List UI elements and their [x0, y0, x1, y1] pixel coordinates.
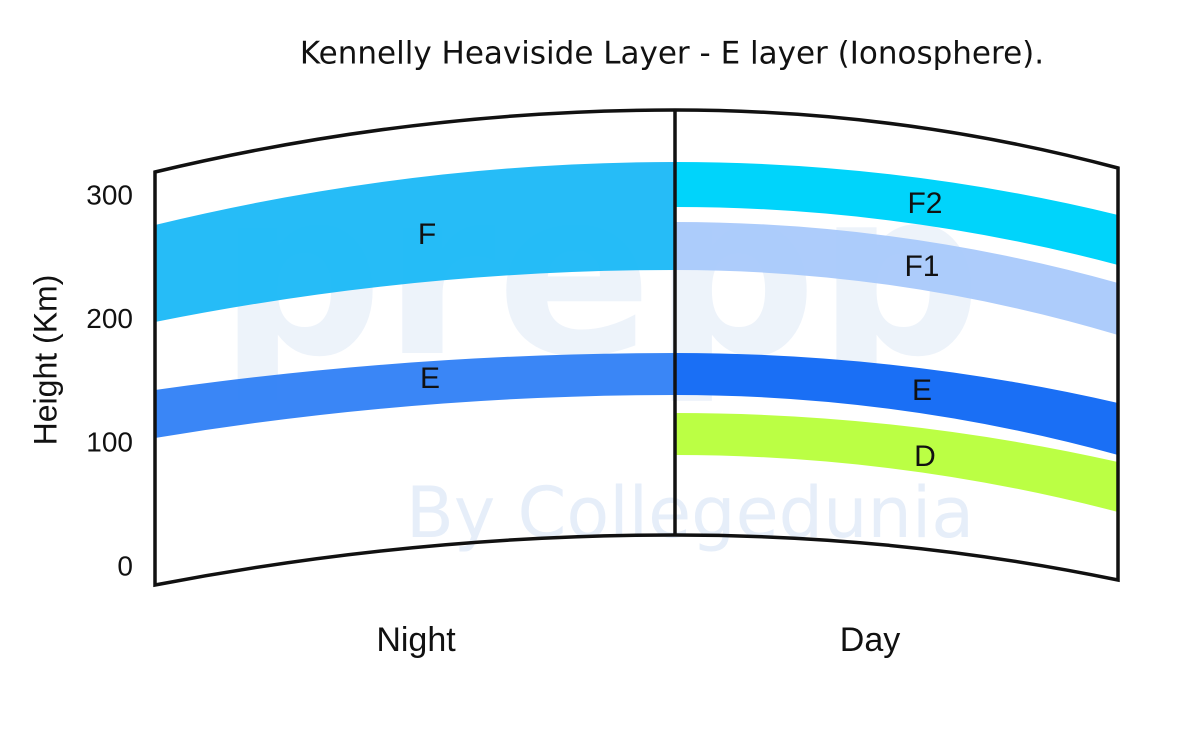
y-tick-label: 300: [86, 179, 133, 210]
layer-label: F: [418, 218, 436, 251]
y-tick-label: 200: [86, 303, 133, 334]
panel-label: Night: [376, 621, 456, 659]
band-day-f2: [675, 162, 1118, 265]
y-tick-label: 0: [117, 550, 133, 581]
layer-label: D: [914, 440, 936, 473]
y-tick-label: 100: [86, 427, 133, 458]
panel-label: Day: [840, 621, 900, 659]
title: Kennelly Heaviside Layer - E layer (Iono…: [300, 36, 1044, 72]
layer-label: E: [912, 374, 932, 407]
band-day-f1: [675, 222, 1118, 335]
band-day-d: [675, 413, 1118, 512]
y-axis-label: Height (Km): [27, 275, 63, 446]
layer-label: F2: [907, 187, 942, 220]
frame: [153, 108, 1120, 588]
band-night-f: [155, 162, 675, 322]
band-day-e: [675, 353, 1118, 455]
band-night-e: [155, 353, 675, 438]
layer-label: F1: [904, 250, 939, 283]
layer-label: E: [420, 362, 440, 395]
